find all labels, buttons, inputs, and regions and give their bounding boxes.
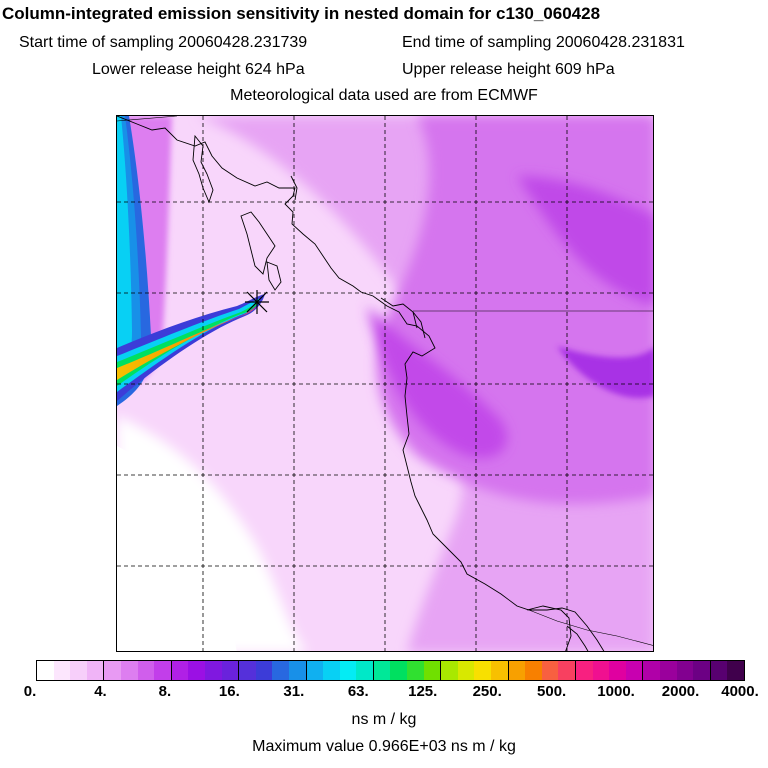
colorbar-segment bbox=[356, 661, 373, 680]
colorbar-segment bbox=[37, 661, 54, 680]
coastlines bbox=[117, 116, 605, 651]
colorbar-segment bbox=[103, 661, 121, 680]
colorbar-segment bbox=[86, 661, 104, 680]
borders bbox=[117, 116, 653, 646]
colorbar-tick-label: 31. bbox=[283, 683, 305, 700]
coastline-vancouver-island bbox=[240, 211, 276, 275]
colorbar-segment bbox=[709, 661, 728, 680]
coastline-baja bbox=[526, 605, 572, 651]
plume bbox=[117, 294, 265, 401]
colorbar-segment bbox=[221, 661, 239, 680]
colorbar-segment bbox=[255, 661, 273, 680]
colorbar-tick-label: 250. bbox=[472, 683, 502, 700]
colorbar-tick-label: 2000. bbox=[661, 683, 700, 700]
colorbar-segment bbox=[525, 661, 542, 680]
figure-title: Column-integrated emission sensitivity i… bbox=[2, 4, 601, 23]
sensitivity-map bbox=[116, 115, 654, 652]
colorbar-segment bbox=[625, 661, 643, 680]
colorbar-segment bbox=[541, 661, 559, 680]
colorbar-segment bbox=[609, 661, 626, 680]
lower-release-label: Lower release height 624 hPa bbox=[92, 61, 305, 78]
band-cyan bbox=[117, 116, 132, 382]
border-northwest bbox=[117, 116, 178, 122]
colorbar-segment bbox=[491, 661, 508, 680]
upper-release-label: Upper release height 609 hPa bbox=[402, 61, 615, 78]
colorbar-segment bbox=[474, 661, 492, 680]
colorbar-segment bbox=[272, 661, 289, 680]
colorbar-segment bbox=[642, 661, 660, 680]
colorbar-segment bbox=[188, 661, 205, 680]
colorbar-tick-label: 16. bbox=[218, 683, 240, 700]
field-peak-violet bbox=[557, 346, 653, 398]
coastline-gulf bbox=[566, 625, 589, 651]
coastline-island-2 bbox=[266, 261, 282, 291]
max-value-label: Maximum value 0.966E+03 ns m / kg bbox=[252, 738, 516, 755]
colorbar-segment bbox=[170, 661, 189, 680]
lat-lon-grid bbox=[117, 116, 653, 651]
colorbar-segment bbox=[238, 661, 256, 680]
colorbar-segment bbox=[558, 661, 575, 680]
colorbar-tick-label: 4000. bbox=[721, 683, 759, 700]
met-data-label: Meteorological data used are from ECMWF bbox=[230, 87, 538, 104]
colorbar-segment bbox=[676, 661, 694, 680]
coastline-island-1 bbox=[192, 134, 214, 204]
coastline-inlet-1 bbox=[290, 175, 298, 201]
release-point-star bbox=[245, 290, 269, 314]
colorbar-tick-label: 500. bbox=[537, 683, 567, 700]
colorbar-tick-label: 0. bbox=[23, 683, 37, 700]
field-dark-violet-2 bbox=[367, 306, 507, 458]
field-dark-violet bbox=[517, 176, 653, 306]
field-white-core bbox=[117, 446, 237, 651]
colorbar-segment bbox=[154, 661, 171, 680]
colorbar-segment bbox=[693, 661, 710, 680]
colorbar-segment bbox=[440, 661, 458, 680]
plume-green bbox=[117, 302, 259, 386]
colorbar-tick-label: 4. bbox=[94, 683, 107, 700]
start-time-label: Start time of sampling 20060428.231739 bbox=[19, 34, 308, 51]
colorbar-segment bbox=[288, 661, 306, 680]
coastline-mainland bbox=[117, 116, 605, 651]
colorbar bbox=[36, 660, 745, 681]
border-usa-mexico bbox=[528, 609, 653, 646]
colorbar-segment bbox=[390, 661, 408, 680]
colorbar-segment bbox=[323, 661, 340, 680]
end-time-label: End time of sampling 20060428.231831 bbox=[402, 34, 685, 51]
colorbar-segment bbox=[70, 661, 87, 680]
colorbar-segment bbox=[372, 661, 391, 680]
colorbar-segment bbox=[120, 661, 138, 680]
plume-cyan bbox=[117, 298, 261, 392]
colorbar-segment bbox=[659, 661, 677, 680]
coastline-inlet-2 bbox=[380, 297, 418, 329]
colorbar-segment bbox=[339, 661, 357, 680]
map-canvas bbox=[117, 116, 653, 651]
colorbar-segment bbox=[423, 661, 441, 680]
colorbar-segment bbox=[727, 661, 744, 680]
colorbar-segment bbox=[407, 661, 424, 680]
colorbar-segment bbox=[507, 661, 526, 680]
colorbar-tick-label: 63. bbox=[347, 683, 369, 700]
units-label: ns m / kg bbox=[351, 711, 417, 728]
coastal-band bbox=[117, 116, 152, 406]
colorbar-segment bbox=[137, 661, 155, 680]
colorbar-segment bbox=[457, 661, 475, 680]
colorbar-segment bbox=[53, 661, 71, 680]
colorbar-tick-label: 1000. bbox=[597, 683, 635, 700]
colorbar-segment bbox=[592, 661, 610, 680]
coastline-inlet-3 bbox=[412, 311, 426, 339]
colorbar-tick-label: 125. bbox=[408, 683, 438, 700]
colorbar-segment bbox=[305, 661, 324, 680]
sensitivity-field bbox=[117, 116, 653, 651]
colorbar-segment bbox=[204, 661, 222, 680]
colorbar-tick-label: 8. bbox=[158, 683, 172, 700]
colorbar-segment bbox=[575, 661, 593, 680]
